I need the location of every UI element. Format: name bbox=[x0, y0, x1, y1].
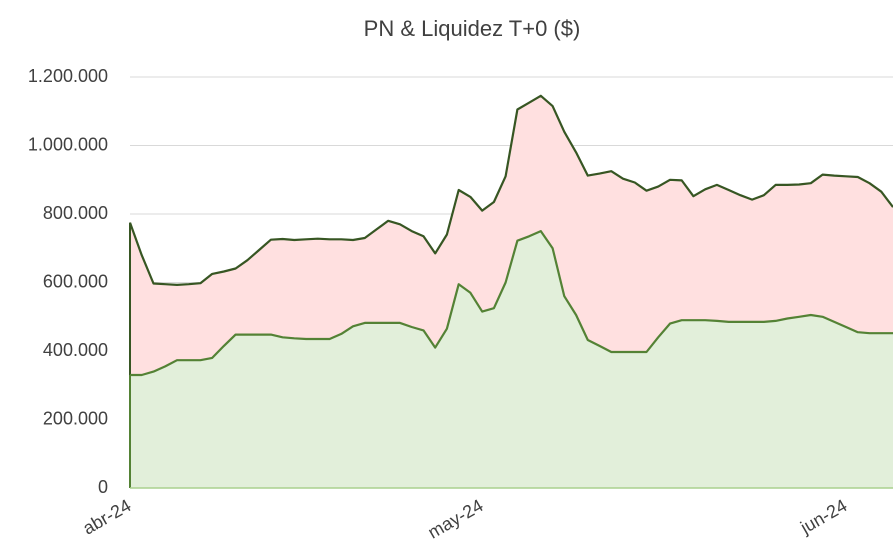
y-tick-label: 600.000 bbox=[43, 271, 108, 291]
chart-title: PN & Liquidez T+0 ($) bbox=[364, 16, 581, 41]
y-tick-label: 400.000 bbox=[43, 340, 108, 360]
x-tick-label: may-24 bbox=[425, 495, 487, 542]
y-tick-label: 1.000.000 bbox=[28, 134, 108, 154]
line bbox=[130, 230, 893, 377]
y-tick-label: 200.000 bbox=[43, 408, 108, 428]
x-tick-label: jun-24 bbox=[796, 495, 850, 538]
area bbox=[130, 231, 893, 488]
x-tick-label: abr-24 bbox=[79, 495, 134, 538]
y-tick-label: 1.200.000 bbox=[28, 66, 108, 86]
line bbox=[128, 94, 893, 286]
y-tick-label: 800.000 bbox=[43, 203, 108, 223]
y-tick-label: 0 bbox=[98, 477, 108, 497]
